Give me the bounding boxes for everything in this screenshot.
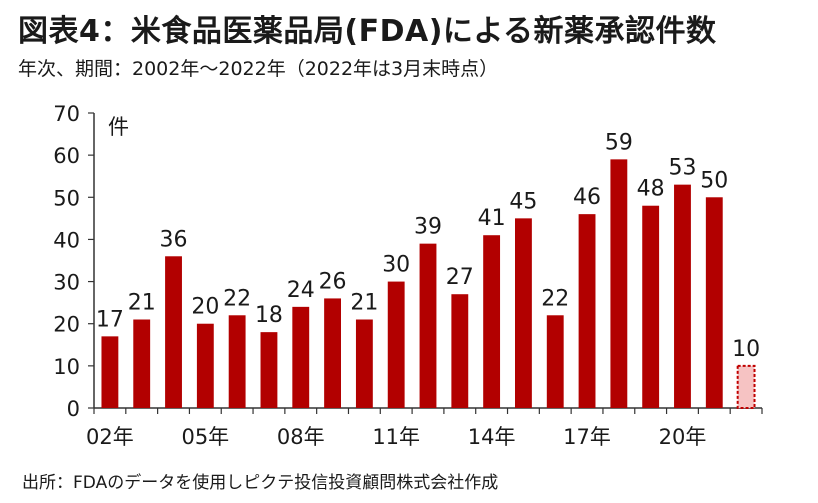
- bar-value-label: 45: [509, 189, 537, 214]
- bar-value-label: 26: [319, 269, 347, 294]
- x-tick-label: 20年: [659, 425, 707, 449]
- bar-value-label: 30: [382, 253, 410, 278]
- bar-value-label: 27: [446, 265, 474, 290]
- bar: [419, 243, 437, 408]
- bar-value-label: 21: [350, 291, 378, 316]
- bar: [133, 319, 151, 408]
- bar-partial: [736, 364, 756, 410]
- x-tick-label: 05年: [181, 425, 229, 449]
- chart-subtitle: 年次、期間：2002年～2022年（2022年は3月末時点）: [18, 58, 499, 80]
- bar: [101, 336, 119, 408]
- bar: [228, 315, 246, 408]
- bar-value-label: 48: [637, 177, 665, 202]
- bar: [324, 298, 342, 408]
- bar-value-label: 39: [414, 215, 442, 240]
- bar-value-label: 59: [605, 130, 633, 155]
- bar-value-label: 20: [191, 295, 219, 320]
- x-tick-label: 11年: [372, 425, 420, 449]
- bar: [387, 281, 405, 408]
- source-note: 出所：FDAのデータを使用しピクテ投信投資顧問株式会社作成: [22, 473, 499, 493]
- x-tick-label: 17年: [563, 425, 611, 449]
- x-tick-label: 02年: [86, 425, 134, 449]
- bar: [705, 197, 723, 408]
- y-tick-label: 60: [53, 144, 80, 168]
- y-tick-label: 30: [53, 271, 80, 295]
- bar: [483, 235, 501, 408]
- bar: [355, 319, 373, 408]
- bar: [546, 315, 564, 408]
- bar: [451, 294, 469, 408]
- y-tick-label: 40: [53, 228, 80, 252]
- bar: [578, 214, 596, 408]
- y-tick-label: 0: [67, 397, 80, 421]
- bar-value-label: 22: [541, 286, 569, 311]
- x-tick-label: 08年: [277, 425, 325, 449]
- y-tick-label: 50: [53, 186, 80, 210]
- y-unit-label: 件: [108, 115, 129, 139]
- bar-value-label: 36: [160, 227, 188, 252]
- y-tick-label: 10: [53, 355, 80, 379]
- bar-value-label: 22: [223, 286, 251, 311]
- bar: [674, 184, 691, 408]
- x-tick-label: 14年: [468, 425, 516, 449]
- bar: [642, 205, 660, 408]
- bar-value-label: 17: [96, 307, 124, 332]
- chart-title: 図表4：米食品医薬品局(FDA)による新薬承認件数: [18, 14, 717, 49]
- bar: [514, 218, 532, 408]
- bar-value-label: 18: [255, 303, 283, 328]
- bar-value-label: 46: [573, 185, 601, 210]
- y-tick-label: 20: [53, 313, 80, 337]
- bar-value-label: 50: [700, 168, 728, 193]
- bar-value-label: 53: [668, 156, 696, 181]
- bar-value-label: 21: [128, 291, 156, 316]
- y-tick-label: 70: [53, 102, 80, 126]
- bar-value-label: 24: [287, 278, 315, 303]
- bar: [610, 159, 628, 408]
- bar: [292, 306, 310, 408]
- bar: [196, 323, 214, 408]
- bar: [165, 256, 182, 408]
- bar-value-label: 41: [478, 206, 506, 231]
- bar-value-label: 10: [732, 337, 760, 362]
- bar: [260, 332, 278, 408]
